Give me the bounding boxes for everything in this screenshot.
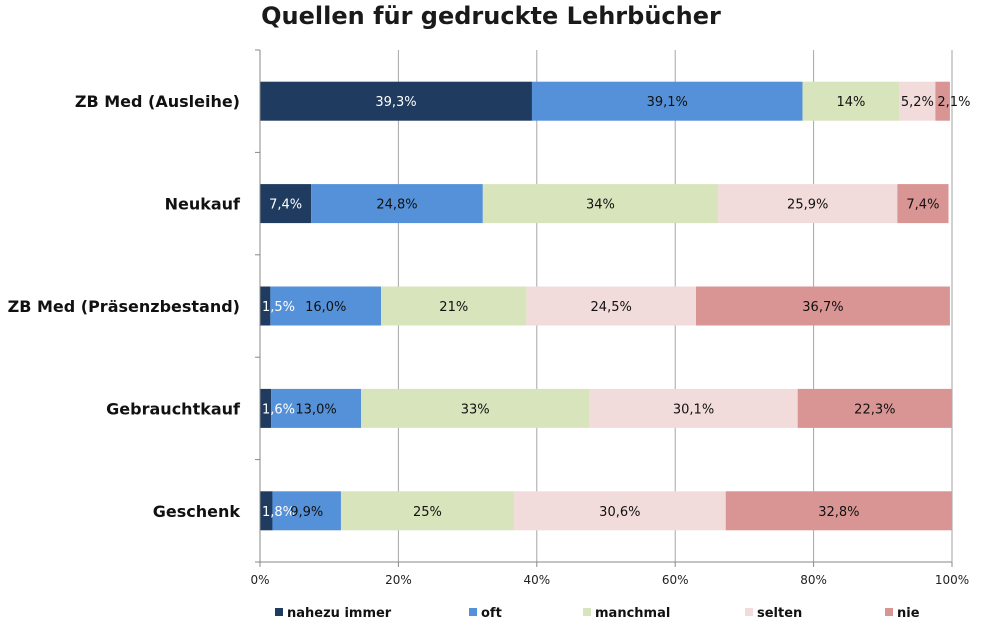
bar-segment	[260, 81, 532, 121]
data-label: 7,4%	[269, 198, 302, 213]
data-label: 30,6%	[599, 505, 640, 520]
bar-segment	[311, 184, 483, 224]
data-label: 21%	[439, 300, 468, 315]
legend-swatch	[275, 608, 283, 616]
bar-segment	[260, 286, 271, 326]
x-tick-label: 40%	[523, 573, 550, 587]
bar-segment	[270, 286, 382, 326]
bar-segment	[260, 491, 273, 531]
bar-segment	[899, 81, 936, 121]
x-tick-label: 80%	[800, 573, 827, 587]
legend-label: selten	[757, 606, 802, 621]
bar-segment	[695, 286, 950, 326]
legend-swatch	[583, 608, 591, 616]
bar-segment	[381, 286, 527, 326]
legend: nahezu immer oft manchmal selten nie	[275, 606, 920, 621]
bar-segment	[797, 388, 952, 428]
bar-segment	[260, 388, 272, 428]
chart-title: Quellen für gedruckte Lehrbücher	[261, 2, 721, 30]
bar-segment	[935, 81, 950, 121]
category-label: ZB Med (Präsenzbestand)	[8, 297, 240, 316]
bar-segment	[897, 184, 949, 224]
bar-segment	[340, 491, 514, 531]
x-tick-label: 0%	[250, 573, 269, 587]
legend-swatch	[745, 608, 753, 616]
legend-label: oft	[481, 606, 502, 621]
data-label: 7,4%	[906, 198, 939, 213]
category-label: Gebrauchtkauf	[106, 399, 241, 418]
x-tick-label: 20%	[385, 573, 412, 587]
data-label: 5,2%	[901, 95, 934, 110]
data-label: 9,9%	[290, 505, 323, 520]
bar-segment	[531, 81, 803, 121]
bar-segment	[589, 388, 798, 428]
x-tick-label: 100%	[935, 573, 969, 587]
data-label: 1,6%	[262, 402, 295, 417]
bar-segment	[725, 491, 952, 531]
data-label: 33%	[461, 402, 490, 417]
legend-swatch	[469, 608, 477, 616]
category-label: Neukauf	[165, 195, 241, 214]
data-label: 25%	[413, 505, 442, 520]
data-label: 16,0%	[305, 300, 346, 315]
legend-swatch	[885, 608, 893, 616]
bar-segment	[260, 184, 312, 224]
data-label: 14%	[837, 95, 866, 110]
data-label: 1,8%	[262, 505, 295, 520]
bar-segment	[482, 184, 719, 224]
category-labels: ZB Med (Ausleihe) Neukauf ZB Med (Präsenzb…	[8, 92, 241, 521]
data-label: 13,0%	[295, 402, 336, 417]
axes	[255, 49, 953, 567]
data-label: 32,8%	[818, 505, 859, 520]
data-label: 25,9%	[787, 198, 828, 213]
bar-segment	[271, 388, 362, 428]
legend-label: nahezu immer	[287, 606, 392, 621]
bar-segment	[718, 184, 898, 224]
data-label: 24,5%	[591, 300, 632, 315]
category-label: ZB Med (Ausleihe)	[75, 92, 240, 111]
bar-segment	[272, 491, 341, 531]
data-label: 30,1%	[673, 402, 714, 417]
bar-segment	[361, 388, 590, 428]
data-label: 34%	[586, 198, 615, 213]
bar-segment	[526, 286, 696, 326]
bar-segment	[513, 491, 726, 531]
x-tick-label: 60%	[662, 573, 689, 587]
data-label: 22,3%	[854, 402, 895, 417]
data-label: 36,7%	[802, 300, 843, 315]
bars: 39,3% 39,1% 14% 5,2% 2,1% 7,4% 24,8% 34% 25,9% 7,…	[260, 81, 970, 531]
data-label: 2,1%	[937, 95, 970, 110]
data-label: 39,1%	[647, 95, 688, 110]
data-label: 39,3%	[375, 95, 416, 110]
x-tick-labels: 0% 20% 40% 60% 80% 100%	[250, 573, 969, 587]
legend-label: manchmal	[595, 606, 670, 621]
bar-segment	[802, 81, 900, 121]
data-label: 1,5%	[262, 300, 295, 315]
category-label: Geschenk	[153, 502, 241, 521]
legend-label: nie	[897, 606, 920, 621]
data-label: 24,8%	[376, 198, 417, 213]
